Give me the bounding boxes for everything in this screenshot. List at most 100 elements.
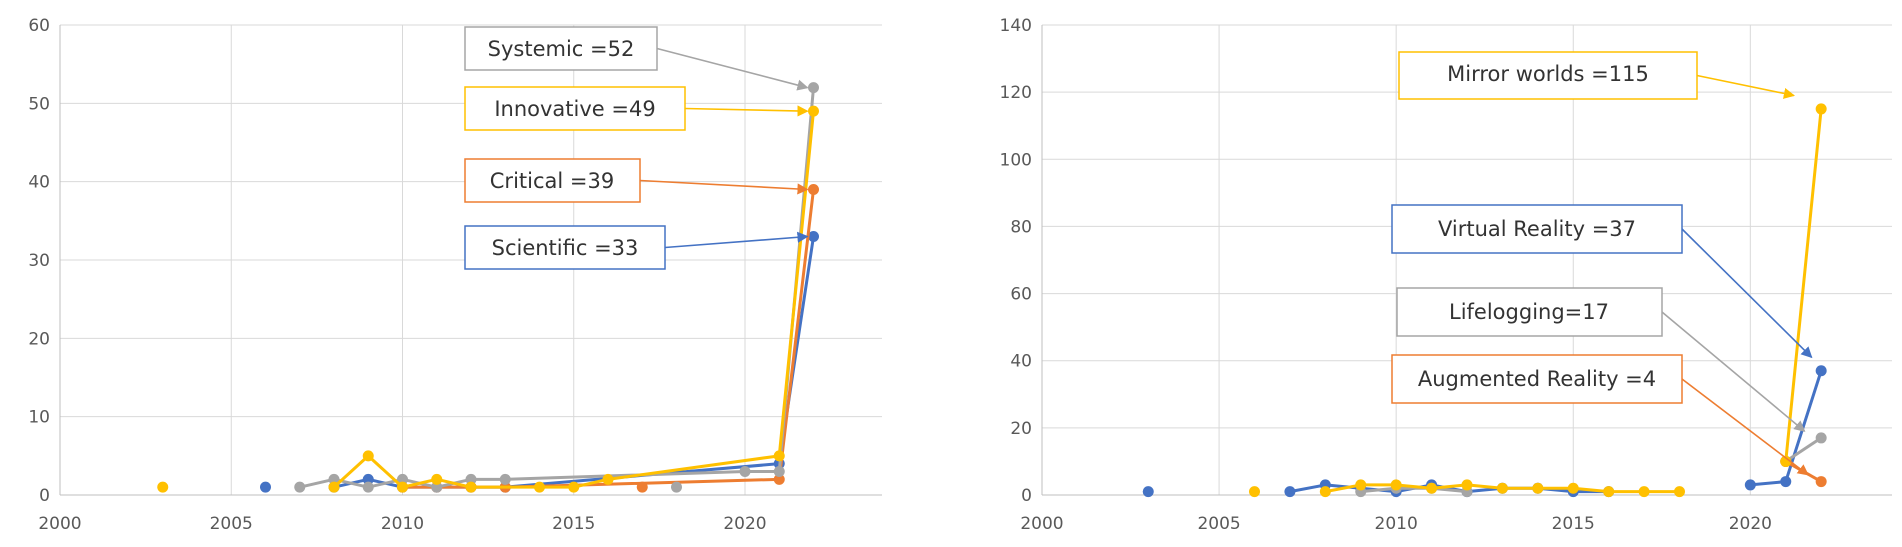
y-tick-label: 140 xyxy=(1000,16,1032,36)
callout-arrow xyxy=(664,231,809,249)
data-point xyxy=(328,473,340,485)
data-point xyxy=(499,473,511,485)
callout-label: Virtual Reality =37 xyxy=(1438,217,1636,241)
callout-2: Virtual Reality =37 xyxy=(1391,204,1813,359)
data-point xyxy=(1744,479,1756,491)
y-tick-label: 20 xyxy=(28,329,50,349)
data-point xyxy=(773,450,785,462)
data-point xyxy=(636,481,648,493)
data-point xyxy=(1603,486,1615,498)
callout-label: Scientific =33 xyxy=(492,236,639,260)
callout-arrow xyxy=(639,179,809,195)
callout-box xyxy=(464,225,666,270)
x-tick-label: 2020 xyxy=(723,514,766,534)
data-point xyxy=(534,481,545,493)
data-point xyxy=(808,105,819,117)
x-tick-label: 2020 xyxy=(1729,514,1772,534)
y-tick-label: 10 xyxy=(28,408,50,428)
x-tick-label: 2015 xyxy=(1552,514,1595,534)
y-tick-label: 100 xyxy=(1000,150,1032,170)
series-line xyxy=(299,87,815,489)
data-point xyxy=(1815,476,1827,488)
data-point xyxy=(773,466,785,477)
callout-4: Augmented Reality =4 xyxy=(1391,354,1809,476)
callout-arrow xyxy=(1661,311,1806,432)
x-tick-label: 2000 xyxy=(38,514,81,534)
data-point xyxy=(808,184,819,195)
data-point xyxy=(465,473,477,485)
callout-box xyxy=(1391,354,1683,404)
series-line xyxy=(1360,486,1468,494)
y-tick-label: 30 xyxy=(28,251,50,271)
callout-arrow xyxy=(1696,74,1796,99)
data-point xyxy=(1496,482,1508,494)
callout-box xyxy=(1398,51,1698,100)
data-point xyxy=(1815,432,1827,444)
data-point xyxy=(397,481,408,493)
chart-panel-1: 0 10 20 30 40 50 60 2000 2005 2010 2015 2020 Systemi… xyxy=(28,16,882,534)
data-point xyxy=(1355,479,1367,491)
callout-label: Systemic =52 xyxy=(488,37,635,61)
callout-label: Augmented Reality =4 xyxy=(1418,367,1656,391)
x-tick-label: 2010 xyxy=(381,514,424,534)
callout-box xyxy=(464,158,641,203)
callout-arrow xyxy=(1681,378,1809,476)
callout-label: Mirror worlds =115 xyxy=(1447,62,1649,86)
data-point xyxy=(362,481,374,493)
y-tick-label: 60 xyxy=(1010,285,1032,305)
callout-box xyxy=(464,26,658,71)
data-point xyxy=(1390,479,1402,491)
callout-arrow xyxy=(1681,228,1813,359)
x-tick-label: 2010 xyxy=(1375,514,1418,534)
data-point xyxy=(1674,486,1685,498)
data-point xyxy=(328,481,340,493)
data-point xyxy=(157,481,169,493)
x-tick-label: 2015 xyxy=(552,514,595,534)
series-4 xyxy=(1249,103,1827,498)
data-point xyxy=(568,481,580,493)
callout-label: Lifelogging=17 xyxy=(1449,300,1609,324)
data-point xyxy=(1780,455,1792,467)
y-tick-label: 40 xyxy=(1010,352,1032,372)
data-point xyxy=(1142,486,1154,498)
y-tick-label: 0 xyxy=(39,486,50,506)
series-line xyxy=(1289,483,1609,494)
series-line xyxy=(1784,436,1822,463)
data-point xyxy=(362,473,374,485)
y-tick-label: 120 xyxy=(1000,83,1032,103)
x-tick-label: 2005 xyxy=(210,514,253,534)
data-point xyxy=(1567,482,1579,494)
data-point xyxy=(773,473,785,485)
callout-arrow xyxy=(656,47,809,91)
callout-3: Critical =39 xyxy=(464,158,809,203)
y-tick-label: 80 xyxy=(1010,217,1032,237)
callout-3: Lifelogging=17 xyxy=(1396,287,1806,432)
data-point xyxy=(260,481,271,493)
y-tick-label: 40 xyxy=(28,173,50,193)
data-point xyxy=(431,473,443,485)
chart-panel-2: 0 20 40 60 80 100 120 140 2000 2005 2010 2015 2020 Mi… xyxy=(1000,16,1892,534)
callout-box xyxy=(1391,204,1683,254)
series-4 xyxy=(157,105,819,493)
data-point xyxy=(1426,482,1438,494)
callout-arrow xyxy=(684,105,809,117)
y-tick-label: 60 xyxy=(28,16,50,36)
callout-box xyxy=(464,86,686,131)
data-point xyxy=(808,82,819,94)
callout-1: Mirror worlds =115 xyxy=(1398,51,1796,100)
data-point xyxy=(1780,476,1792,488)
callout-1: Systemic =52 xyxy=(464,26,809,91)
data-point xyxy=(1532,482,1544,494)
data-point xyxy=(294,481,306,493)
x-tick-label: 2000 xyxy=(1020,514,1063,534)
data-point xyxy=(671,481,682,493)
data-point xyxy=(1815,103,1827,115)
series-1 xyxy=(1142,365,1827,498)
data-point xyxy=(397,473,408,485)
data-point xyxy=(808,231,819,242)
callout-4: Scientific =33 xyxy=(464,225,809,270)
x-tick-label: 2005 xyxy=(1197,514,1240,534)
data-point xyxy=(1319,486,1331,498)
